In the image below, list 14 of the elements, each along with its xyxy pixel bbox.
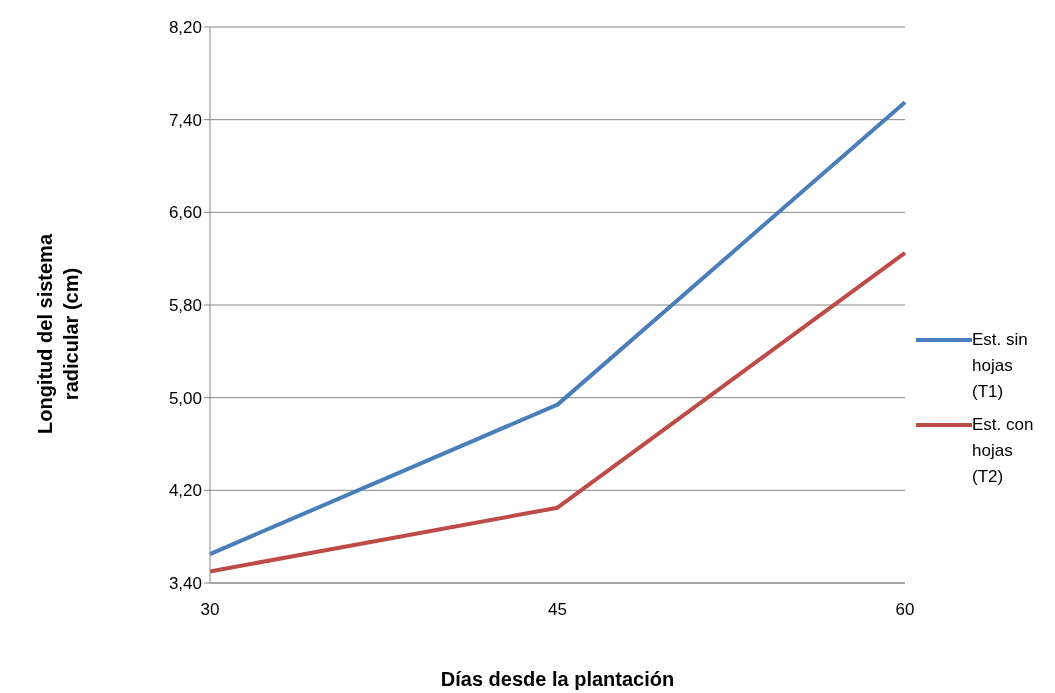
y-tick-label: 5,00 xyxy=(168,388,202,408)
x-tick-label: 45 xyxy=(548,600,567,620)
y-tick-label: 5,80 xyxy=(168,296,202,316)
y-tick-label: 7,40 xyxy=(168,110,202,130)
x-tick-label: 30 xyxy=(200,600,220,620)
legend-label: Est. sin hojas (T1) xyxy=(972,329,1029,403)
legend-label: Est. con hojas (T2) xyxy=(972,414,1035,488)
x-axis-title: Días desde la plantación xyxy=(439,668,676,691)
y-tick-label: 3,40 xyxy=(168,574,202,594)
x-tick-label: 60 xyxy=(895,600,915,620)
y-axis-title: Longitud del sistema radicular (cm) xyxy=(33,232,83,436)
y-tick-label: 4,20 xyxy=(168,481,202,501)
y-tick-label: 6,60 xyxy=(168,203,202,223)
y-tick-label: 8,20 xyxy=(168,18,202,38)
